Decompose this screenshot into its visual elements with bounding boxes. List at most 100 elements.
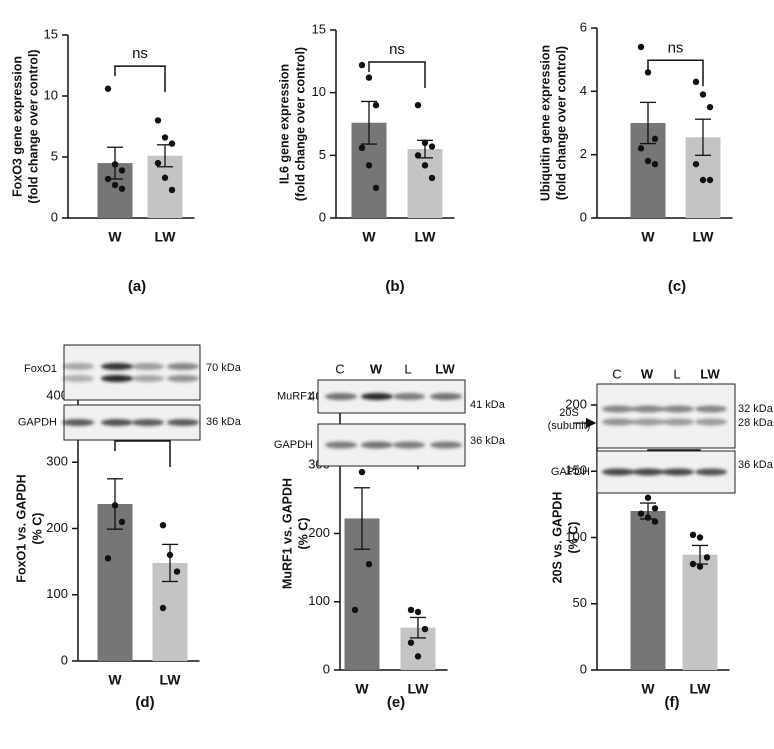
- blot-band: [101, 363, 133, 370]
- protein-label: MuRF1: [277, 390, 313, 402]
- blot-band: [632, 405, 664, 413]
- panel-label: (d): [135, 694, 154, 711]
- data-point: [421, 139, 429, 146]
- data-point: [696, 563, 704, 570]
- y-tick-label: 100: [46, 586, 68, 601]
- significance-bracket: [114, 440, 171, 468]
- data-point: [168, 186, 176, 194]
- error-bar: [162, 543, 178, 583]
- data-point: [358, 144, 366, 152]
- blot-band: [430, 441, 462, 449]
- significance-bracket: [114, 65, 166, 93]
- blot-band: [695, 468, 727, 476]
- data-point: [166, 551, 174, 559]
- blot-band: [101, 419, 133, 426]
- blot-band: [695, 405, 727, 413]
- x-tick-label: W: [355, 681, 369, 697]
- data-point: [365, 561, 373, 568]
- data-point: [689, 531, 697, 539]
- x-tick-label: LW: [690, 681, 712, 697]
- lane-label: LW: [435, 361, 455, 376]
- blot-band: [602, 405, 634, 413]
- kda-label: 36 kDa: [738, 459, 774, 471]
- blot-band: [62, 419, 94, 426]
- data-point: [372, 102, 380, 109]
- lane-label: L: [404, 361, 411, 376]
- blot-band: [361, 393, 393, 400]
- data-point: [706, 103, 714, 111]
- significance-bracket: [647, 59, 704, 87]
- data-point: [637, 145, 645, 152]
- lane-label: W: [641, 366, 654, 381]
- blot-band: [132, 363, 164, 370]
- blot-band: [662, 405, 694, 413]
- data-point: [696, 534, 704, 541]
- bar: [682, 554, 718, 670]
- significance-bracket: [368, 61, 426, 88]
- blot-band: [602, 468, 634, 476]
- blot-band: [632, 418, 664, 426]
- blot-band: [393, 393, 425, 400]
- data-point: [706, 176, 714, 184]
- data-point: [651, 135, 659, 143]
- blot-band: [167, 419, 199, 426]
- blot-band: [430, 393, 462, 400]
- bar: [630, 511, 666, 670]
- y-tick-label: 50: [573, 595, 587, 610]
- data-point: [414, 102, 422, 109]
- data-point: [111, 181, 119, 189]
- kda-label: 28 kDa: [738, 417, 774, 429]
- blot-band: [662, 468, 694, 476]
- protein-label: GAPDH: [18, 416, 57, 428]
- data-point: [637, 43, 645, 51]
- data-point: [104, 85, 112, 92]
- y-axis-label: (fold change over control): [26, 49, 40, 203]
- data-point: [651, 505, 659, 512]
- y-tick-label: 0: [580, 209, 587, 224]
- data-point: [644, 494, 652, 501]
- data-point: [365, 162, 373, 169]
- y-tick-label: 2: [580, 146, 587, 161]
- blot-membrane: [596, 383, 736, 449]
- bar: [407, 149, 443, 218]
- data-point: [372, 184, 380, 192]
- data-point: [414, 152, 422, 159]
- data-point: [168, 140, 176, 147]
- y-axis-label: Ubiquitin gene expression: [538, 45, 552, 201]
- x-tick-label: LW: [693, 229, 715, 245]
- data-point: [118, 518, 126, 526]
- y-axis-label: FoxO3 gene expression: [10, 56, 24, 197]
- lane-label: L: [673, 366, 680, 381]
- significance-label: ns: [668, 39, 684, 56]
- y-tick-label: 6: [580, 19, 587, 34]
- kda-label: 36 kDa: [470, 435, 506, 447]
- blot-membrane: [63, 344, 201, 401]
- blot-band: [62, 375, 94, 382]
- y-tick-label: 400: [46, 387, 68, 402]
- data-point: [699, 91, 707, 98]
- y-tick-label: 15: [44, 26, 58, 41]
- data-point: [161, 174, 169, 181]
- blot-band: [325, 441, 357, 449]
- protein-label: FoxO1: [24, 363, 57, 375]
- protein-label: GAPDH: [551, 466, 590, 478]
- kda-label: 32 kDa: [738, 403, 774, 415]
- blot-band: [695, 418, 727, 426]
- data-point: [421, 625, 429, 633]
- data-point: [637, 510, 645, 517]
- data-point: [118, 167, 126, 174]
- error-bar: [640, 101, 656, 145]
- blot-band: [325, 393, 357, 400]
- y-tick-label: 15: [312, 21, 326, 36]
- bar: [97, 503, 133, 661]
- data-point: [111, 502, 119, 509]
- data-point: [428, 174, 436, 182]
- kda-label: 36 kDa: [206, 416, 242, 428]
- y-tick-label: 4: [580, 83, 587, 98]
- y-tick-label: 5: [51, 148, 58, 163]
- blot-band: [101, 375, 133, 382]
- y-axis-label: MuRF1 vs. GAPDH: [280, 478, 294, 589]
- protein-label: GAPDH: [274, 439, 313, 451]
- y-axis-label: (% C): [566, 522, 580, 554]
